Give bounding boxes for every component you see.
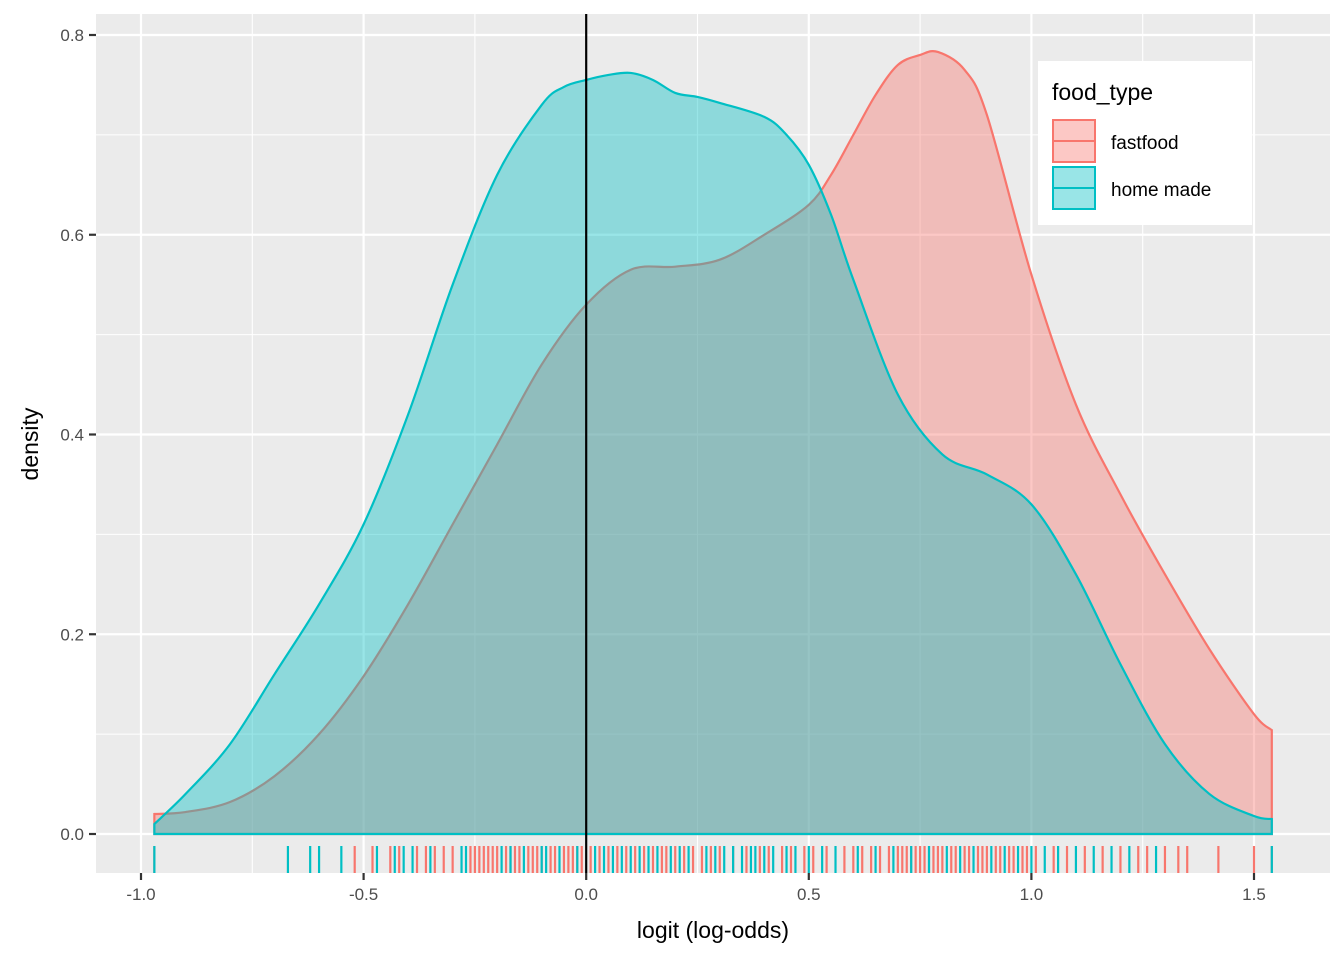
legend-title: food_type [1052,79,1153,105]
y-tick-label: 0.4 [60,426,84,445]
y-axis: 0.0 0.2 0.4 0.6 0.8 [60,26,96,844]
legend-background [1038,61,1252,225]
x-axis-title: logit (log-odds) [637,917,789,943]
legend: food_type fastfood home made [1038,61,1252,225]
grid-minor [96,14,1330,873]
y-axis-title: density [17,407,43,480]
legend-label-home-made: home made [1111,180,1211,201]
x-tick-label: 0.5 [797,885,821,904]
x-tick-label: 0.0 [574,885,598,904]
y-tick-label: 0.2 [60,625,84,644]
x-tick-label: -0.5 [349,885,378,904]
density-areas [153,49,1273,836]
y-tick-label: 0.0 [60,825,84,844]
y-tick-label: 0.6 [60,226,84,245]
density-area-fastfood [154,51,1272,834]
rug-marks [153,846,1273,873]
density-area-home-made [154,72,1272,835]
y-tick-label: 0.8 [60,26,84,45]
x-axis: -1.0 -0.5 0.0 0.5 1.0 1.5 [126,873,1266,904]
x-tick-label: -1.0 [126,885,155,904]
x-tick-label: 1.5 [1242,885,1266,904]
density-line-fastfood [153,49,1273,836]
x-tick-label: 1.0 [1020,885,1044,904]
density-line-home-made [153,71,1273,836]
legend-label-fastfood: fastfood [1111,133,1179,154]
